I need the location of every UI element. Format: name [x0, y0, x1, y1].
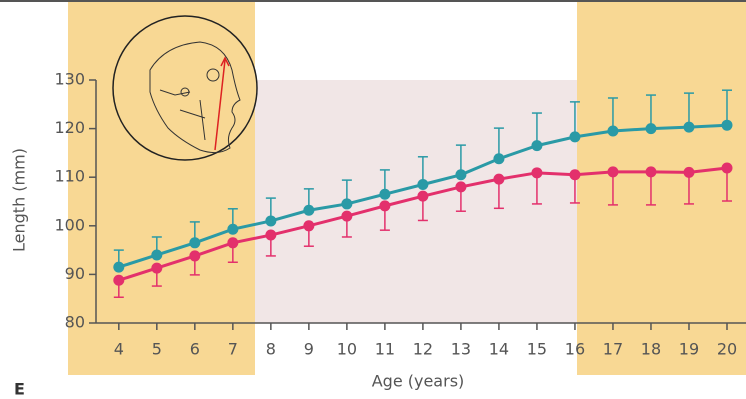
x-tick-label: 18: [641, 340, 661, 359]
data-point: [417, 178, 429, 190]
y-axis-title: Length (mm): [10, 148, 29, 252]
y-tick-label: 90: [65, 264, 85, 283]
x-tick-label: 20: [717, 340, 737, 359]
data-point: [189, 250, 201, 262]
x-tick-label: 4: [114, 340, 124, 359]
data-point: [683, 166, 695, 178]
x-tick-label: 11: [375, 340, 395, 359]
data-point: [455, 181, 467, 193]
y-tick-label: 120: [54, 118, 85, 137]
data-point: [721, 162, 733, 174]
data-point: [265, 215, 277, 227]
x-axis-title: Age (years): [372, 372, 465, 391]
data-point: [265, 229, 277, 241]
data-point: [113, 274, 125, 286]
data-point: [189, 237, 201, 249]
x-tick-label: 19: [679, 340, 699, 359]
data-point: [151, 249, 163, 261]
data-point: [379, 200, 391, 212]
x-tick-label: 14: [489, 340, 509, 359]
data-point: [227, 223, 239, 235]
panel-label: E: [14, 380, 25, 399]
data-point: [341, 198, 353, 210]
x-tick-label: 12: [413, 340, 433, 359]
x-tick-label: 9: [304, 340, 314, 359]
x-tick-label: 5: [152, 340, 162, 359]
inset-drawing: [112, 15, 258, 161]
x-tick-label: 17: [603, 340, 623, 359]
data-point: [569, 131, 581, 143]
data-point: [683, 121, 695, 133]
data-point: [417, 190, 429, 202]
data-point: [569, 169, 581, 181]
shade-right: [577, 2, 746, 375]
y-tick-label: 110: [54, 167, 85, 186]
data-point: [493, 153, 505, 165]
data-point: [227, 237, 239, 249]
shade-middle: [255, 80, 577, 323]
data-point: [303, 204, 315, 216]
y-tick-label: 130: [54, 70, 85, 89]
data-point: [341, 210, 353, 222]
data-point: [379, 188, 391, 200]
data-point: [303, 220, 315, 232]
x-tick-label: 16: [565, 340, 585, 359]
x-tick-label: 7: [228, 340, 238, 359]
data-point: [455, 169, 467, 181]
data-point: [151, 262, 163, 274]
data-point: [531, 167, 543, 179]
x-tick-label: 10: [337, 340, 357, 359]
data-point: [721, 119, 733, 131]
data-point: [493, 173, 505, 185]
data-point: [531, 140, 543, 152]
y-tick-label: 80: [65, 313, 85, 332]
data-point: [607, 125, 619, 137]
y-tick-label: 100: [54, 215, 85, 234]
data-point: [113, 261, 125, 273]
x-tick-label: 8: [266, 340, 276, 359]
data-point: [607, 166, 619, 178]
data-point: [645, 123, 657, 135]
x-tick-label: 13: [451, 340, 471, 359]
x-tick-label: 6: [190, 340, 200, 359]
data-point: [645, 166, 657, 178]
x-tick-label: 15: [527, 340, 547, 359]
